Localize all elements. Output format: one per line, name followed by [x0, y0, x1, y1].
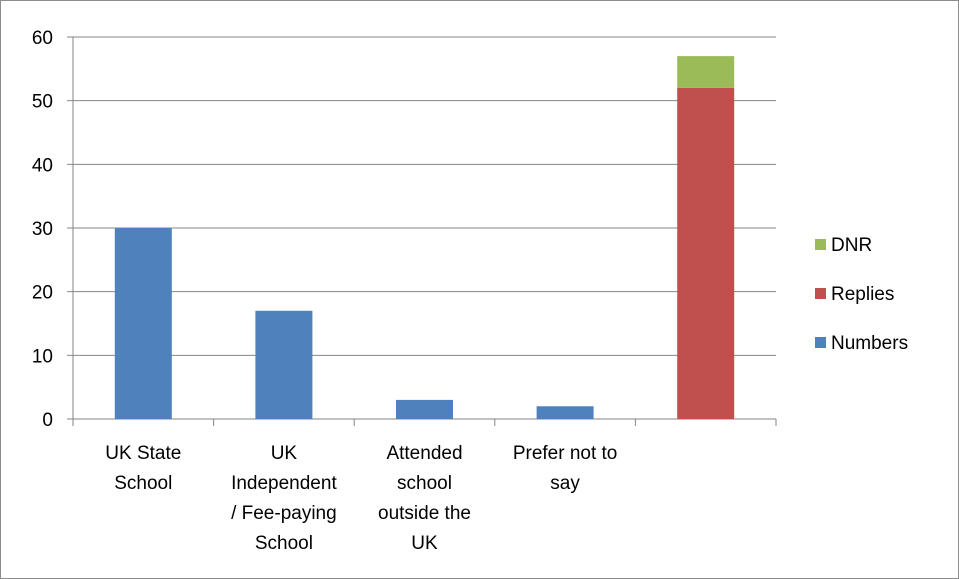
- x-category-label: Prefer not to: [513, 443, 618, 464]
- y-tick-label: 30: [32, 219, 53, 240]
- x-category-label: school: [397, 473, 452, 494]
- x-category-label: UK: [411, 533, 438, 554]
- bar-numbers: [536, 406, 594, 419]
- legend-label-numbers: Numbers: [831, 333, 908, 354]
- y-tick-label: 10: [32, 346, 53, 367]
- y-tick-label: 0: [42, 410, 53, 431]
- x-category-label: Attended: [386, 443, 462, 464]
- legend-label-replies: Replies: [831, 284, 894, 305]
- bar-replies: [677, 87, 735, 419]
- y-tick-label: 60: [32, 28, 53, 49]
- bar-numbers: [396, 399, 453, 419]
- x-category-label: UK State: [105, 443, 181, 464]
- y-tick-label: 50: [32, 92, 53, 113]
- bar-numbers: [114, 228, 172, 419]
- x-category-label: Independent: [231, 473, 337, 494]
- x-category-label: say: [550, 473, 580, 494]
- legend-label-dnr: DNR: [831, 235, 872, 256]
- legend-swatch-dnr: [815, 239, 826, 250]
- y-tick-label: 40: [32, 155, 53, 176]
- bar-numbers: [255, 310, 313, 419]
- x-category-label: / Fee-paying: [231, 503, 337, 524]
- x-category-label: School: [114, 473, 172, 494]
- bar-dnr: [677, 56, 735, 88]
- x-category-label: outside the: [378, 503, 471, 524]
- legend-swatch-numbers: [815, 337, 826, 348]
- x-category-label: School: [255, 533, 313, 554]
- x-category-label: UK: [271, 443, 298, 464]
- y-tick-label: 20: [32, 283, 53, 304]
- legend-swatch-replies: [815, 288, 826, 299]
